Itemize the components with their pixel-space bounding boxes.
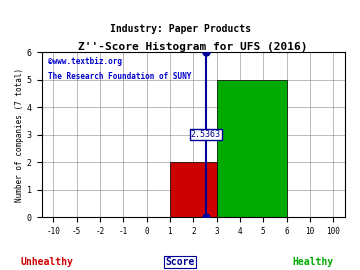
Text: Score: Score (165, 257, 195, 267)
Title: Z''-Score Histogram for UFS (2016): Z''-Score Histogram for UFS (2016) (78, 42, 308, 52)
Text: 2.5363: 2.5363 (191, 130, 221, 139)
Bar (217, 80, 287, 217)
Text: Industry: Paper Products: Industry: Paper Products (109, 24, 251, 34)
Text: The Research Foundation of SUNY: The Research Foundation of SUNY (48, 72, 191, 81)
Text: ©www.textbiz.org: ©www.textbiz.org (48, 57, 122, 66)
Bar (170, 162, 217, 217)
Y-axis label: Number of companies (7 total): Number of companies (7 total) (15, 68, 24, 202)
Text: Unhealthy: Unhealthy (21, 257, 73, 267)
Text: Healthy: Healthy (293, 257, 334, 267)
